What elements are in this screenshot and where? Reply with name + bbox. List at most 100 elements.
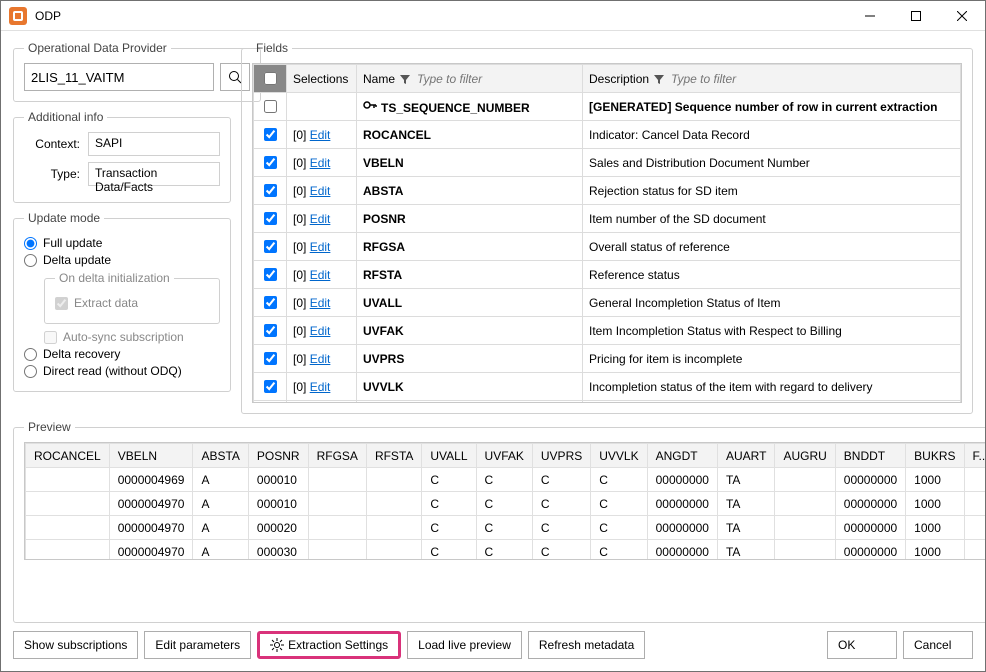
odp-window: ODP Operational Data Provider bbox=[0, 0, 986, 672]
preview-cell: C bbox=[532, 492, 590, 516]
field-row: [0] EditANGDTQuotation/Inquiry is valid … bbox=[254, 401, 961, 404]
preview-column-header[interactable]: UVVLK bbox=[591, 444, 647, 468]
preview-row: 0000004970A000020CCCC00000000TA000000001… bbox=[26, 516, 986, 540]
field-row: [0] EditPOSNRItem number of the SD docum… bbox=[254, 205, 961, 233]
field-checkbox[interactable] bbox=[264, 156, 277, 169]
field-checkbox[interactable] bbox=[264, 184, 277, 197]
type-label: Type: bbox=[24, 167, 80, 181]
field-name: VBELN bbox=[363, 156, 404, 170]
preview-cell bbox=[366, 540, 421, 561]
preview-cell: C bbox=[476, 516, 532, 540]
preview-cell: C bbox=[532, 540, 590, 561]
field-description: Item number of the SD document bbox=[583, 205, 961, 233]
extraction-settings-button[interactable]: Extraction Settings bbox=[257, 631, 401, 659]
field-checkbox[interactable] bbox=[264, 240, 277, 253]
field-description: Rejection status for SD item bbox=[583, 177, 961, 205]
preview-cell: C bbox=[422, 540, 476, 561]
preview-cell: 0000004970 bbox=[109, 492, 193, 516]
preview-column-header[interactable]: F... bbox=[964, 444, 985, 468]
refresh-metadata-button[interactable]: Refresh metadata bbox=[528, 631, 645, 659]
delta-update-radio[interactable] bbox=[24, 254, 37, 267]
field-checkbox[interactable] bbox=[264, 212, 277, 225]
key-icon bbox=[363, 98, 377, 115]
field-checkbox[interactable] bbox=[264, 128, 277, 141]
field-checkbox[interactable] bbox=[264, 100, 277, 113]
preview-cell: 00000000 bbox=[835, 492, 905, 516]
edit-selection-link[interactable]: Edit bbox=[310, 212, 331, 226]
preview-row: 0000004970A000030CCCC00000000TA000000001… bbox=[26, 540, 986, 561]
preview-column-header[interactable]: ABSTA bbox=[193, 444, 248, 468]
edit-selection-link[interactable]: Edit bbox=[310, 156, 331, 170]
minimize-button[interactable] bbox=[847, 1, 893, 31]
edit-selection-link[interactable]: Edit bbox=[310, 128, 331, 142]
preview-cell: C bbox=[591, 516, 647, 540]
preview-column-header[interactable]: UVALL bbox=[422, 444, 476, 468]
preview-column-header[interactable]: BUKRS bbox=[906, 444, 964, 468]
autosync-label: Auto-sync subscription bbox=[63, 330, 184, 344]
preview-column-header[interactable]: VBELN bbox=[109, 444, 193, 468]
maximize-button[interactable] bbox=[893, 1, 939, 31]
show-subscriptions-button[interactable]: Show subscriptions bbox=[13, 631, 138, 659]
edit-parameters-button[interactable]: Edit parameters bbox=[144, 631, 251, 659]
delta-recovery-radio[interactable] bbox=[24, 348, 37, 361]
select-all-header[interactable] bbox=[254, 65, 287, 93]
preview-cell bbox=[366, 516, 421, 540]
ok-button[interactable]: OK bbox=[827, 631, 897, 659]
select-all-checkbox[interactable] bbox=[264, 72, 277, 85]
direct-read-radio[interactable] bbox=[24, 365, 37, 378]
preview-cell: 1000 bbox=[906, 492, 964, 516]
preview-cell: 00000000 bbox=[835, 516, 905, 540]
preview-column-header[interactable]: BNDDT bbox=[835, 444, 905, 468]
field-row: [0] EditRFGSAOverall status of reference bbox=[254, 233, 961, 261]
load-preview-button[interactable]: Load live preview bbox=[407, 631, 522, 659]
full-update-radio[interactable] bbox=[24, 237, 37, 250]
field-checkbox[interactable] bbox=[264, 296, 277, 309]
preview-column-header[interactable]: UVFAK bbox=[476, 444, 532, 468]
filter-icon bbox=[399, 73, 411, 85]
preview-table: ROCANCELVBELNABSTAPOSNRRFGSARFSTAUVALLUV… bbox=[25, 443, 985, 560]
name-filter-input[interactable] bbox=[415, 70, 576, 88]
preview-column-header[interactable]: AUART bbox=[717, 444, 774, 468]
field-name: ABSTA bbox=[363, 184, 403, 198]
preview-column-header[interactable]: UVPRS bbox=[532, 444, 590, 468]
edit-selection-link[interactable]: Edit bbox=[310, 352, 331, 366]
edit-selection-link[interactable]: Edit bbox=[310, 184, 331, 198]
edit-selection-link[interactable]: Edit bbox=[310, 240, 331, 254]
field-name: UVALL bbox=[363, 296, 402, 310]
edit-selection-link[interactable]: Edit bbox=[310, 380, 331, 394]
field-description: Incompletion status of the item with reg… bbox=[583, 373, 961, 401]
preview-column-header[interactable]: ANGDT bbox=[647, 444, 717, 468]
context-value: SAPI bbox=[88, 132, 220, 156]
field-description: [GENERATED] Sequence number of row in cu… bbox=[583, 93, 961, 121]
odp-name-input[interactable] bbox=[24, 63, 214, 91]
field-row: [0] EditRFSTAReference status bbox=[254, 261, 961, 289]
autosync-checkbox bbox=[44, 331, 57, 344]
field-name: UVVLK bbox=[363, 380, 404, 394]
preview-column-header[interactable]: RFGSA bbox=[308, 444, 366, 468]
preview-cell bbox=[308, 516, 366, 540]
cancel-button[interactable]: Cancel bbox=[903, 631, 973, 659]
preview-column-header[interactable]: ROCANCEL bbox=[26, 444, 110, 468]
preview-column-header[interactable]: AUGRU bbox=[775, 444, 835, 468]
close-button[interactable] bbox=[939, 1, 985, 31]
preview-column-header[interactable]: RFSTA bbox=[366, 444, 421, 468]
field-checkbox[interactable] bbox=[264, 324, 277, 337]
field-checkbox[interactable] bbox=[264, 268, 277, 281]
extraction-settings-label: Extraction Settings bbox=[288, 638, 388, 652]
field-checkbox[interactable] bbox=[264, 352, 277, 365]
field-description: Reference status bbox=[583, 261, 961, 289]
field-name: UVFAK bbox=[363, 324, 404, 338]
edit-selection-link[interactable]: Edit bbox=[310, 324, 331, 338]
preview-column-header[interactable]: POSNR bbox=[248, 444, 308, 468]
description-header: Description bbox=[583, 65, 961, 93]
preview-cell bbox=[366, 492, 421, 516]
desc-header-label: Description bbox=[589, 72, 649, 86]
selections-header: Selections bbox=[287, 65, 357, 93]
edit-selection-link[interactable]: Edit bbox=[310, 296, 331, 310]
edit-selection-link[interactable]: Edit bbox=[310, 268, 331, 282]
delta-recovery-label: Delta recovery bbox=[43, 347, 120, 361]
preview-row: 0000004969A000010CCCC00000000TA000000001… bbox=[26, 468, 986, 492]
gear-icon bbox=[270, 638, 284, 652]
field-checkbox[interactable] bbox=[264, 380, 277, 393]
desc-filter-input[interactable] bbox=[669, 70, 954, 88]
